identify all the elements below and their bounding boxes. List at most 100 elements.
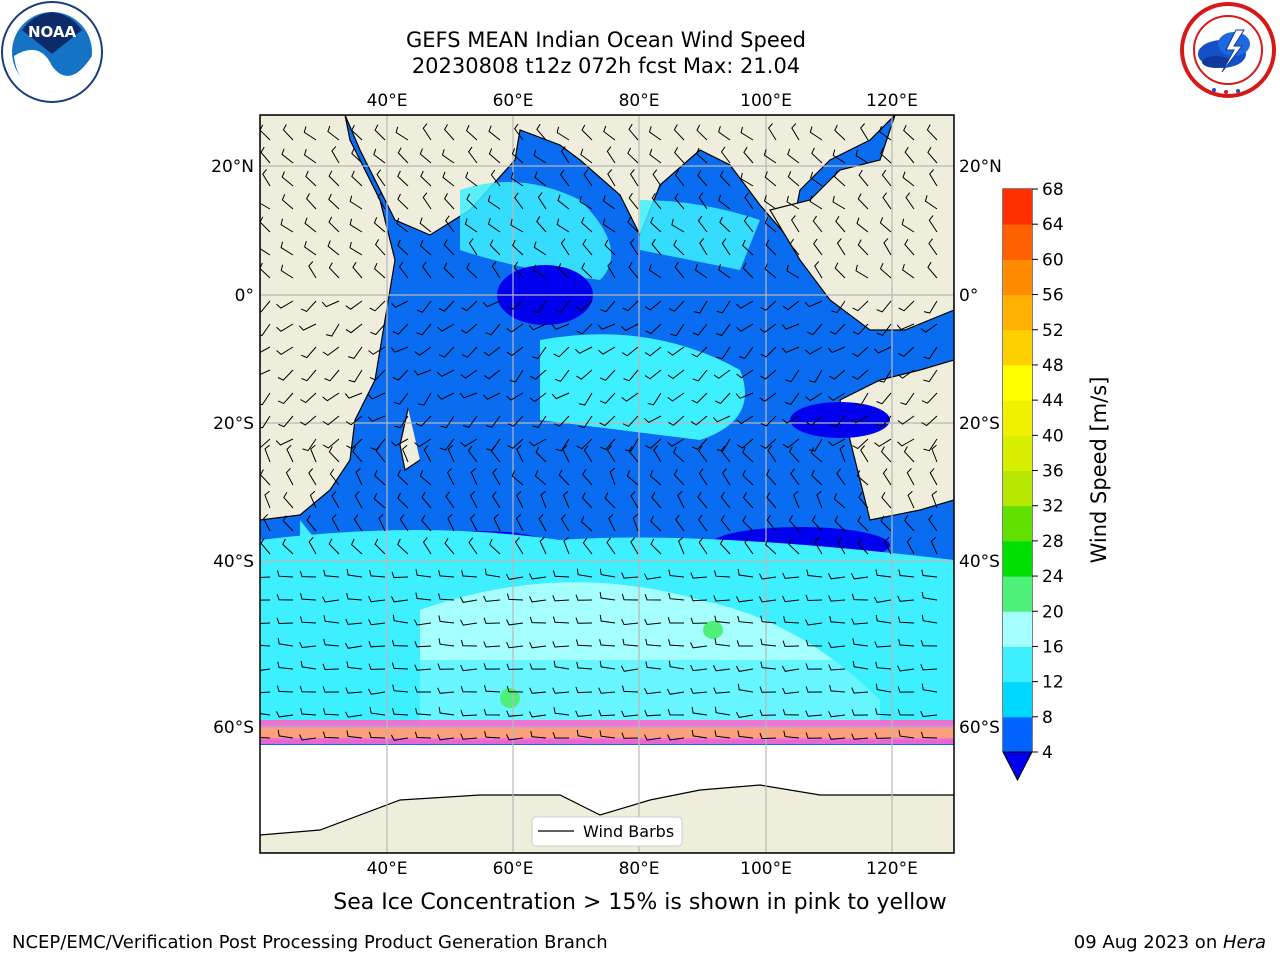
wind-barb	[299, 641, 317, 649]
wind-barb	[414, 664, 432, 671]
wind-barb	[827, 438, 846, 447]
wind-barb	[898, 730, 915, 739]
wind-barb	[378, 513, 386, 532]
wind-barb	[575, 617, 593, 624]
wind-barb	[582, 238, 593, 256]
wind-barb	[468, 537, 478, 555]
wind-barb	[879, 262, 892, 279]
wind-barb	[367, 688, 386, 695]
wind-barb	[344, 642, 363, 649]
wind-barb	[345, 415, 363, 426]
lon-tick-bottom: 60°E	[493, 859, 534, 879]
wind-barb	[300, 593, 317, 601]
wind-barb	[653, 445, 662, 463]
wind-barb	[260, 300, 271, 313]
wind-barb	[553, 660, 570, 670]
wind-barb	[437, 734, 455, 741]
wind-barb	[349, 218, 363, 233]
wind-barb	[353, 514, 363, 532]
wind-barb	[419, 217, 432, 233]
wind-barb	[851, 573, 869, 580]
wind-barb	[414, 686, 431, 693]
wind-barb	[506, 346, 524, 357]
wind-barb	[923, 369, 938, 383]
wind-barb	[833, 493, 846, 509]
wind-barb	[484, 685, 501, 693]
wind-barb	[905, 192, 915, 210]
wind-barb	[322, 392, 340, 402]
wind-barb	[674, 261, 685, 279]
wind-barb	[742, 446, 754, 463]
wind-barb	[260, 202, 271, 210]
wind-barb	[668, 639, 685, 647]
wind-barb	[552, 687, 570, 694]
wind-barb	[602, 218, 616, 233]
wind-barb	[581, 262, 593, 279]
wind-barb	[345, 323, 363, 334]
wind-barb	[441, 149, 455, 164]
wind-barb	[599, 730, 616, 739]
wind-barb	[805, 686, 823, 693]
wind-barb	[668, 660, 685, 670]
wind-barb	[534, 171, 547, 187]
sea-ice-caption: Sea Ice Concentration > 15% is shown in …	[333, 890, 947, 915]
wind-barb	[460, 733, 478, 740]
wind-barb	[882, 192, 892, 210]
wind-barb	[898, 639, 915, 647]
wind-barb	[484, 568, 501, 578]
wind-barb	[415, 592, 432, 601]
wind-barb	[277, 369, 294, 381]
wind-barb	[667, 709, 685, 716]
wind-barb	[368, 731, 386, 739]
wind-barb	[301, 346, 317, 359]
wind-barb	[765, 469, 777, 486]
colorbar-label: Wind Speed [m/s]	[1087, 377, 1111, 564]
wind-barb	[644, 346, 662, 357]
wind-barb	[331, 491, 340, 509]
lon-tick-top: 80°E	[619, 91, 660, 111]
wind-barb	[876, 323, 892, 336]
wind-barb	[673, 147, 685, 164]
wind-barb	[599, 639, 616, 647]
wind-barb	[299, 685, 317, 693]
wind-barb	[782, 438, 800, 449]
wind-barb	[833, 171, 846, 187]
wind-barb	[805, 346, 823, 355]
wind-barb	[331, 146, 340, 164]
wind-barb	[464, 218, 478, 233]
wind-barb	[323, 638, 340, 647]
wind-barb	[438, 593, 455, 601]
colorbar-swatch	[1003, 400, 1032, 436]
wind-barb	[782, 708, 800, 716]
wind-barb	[673, 124, 685, 141]
colorbar-tick-label: 60	[1042, 250, 1064, 270]
colorbar-swatch	[1003, 716, 1032, 753]
wind-barb	[781, 346, 800, 354]
colorbar-tick-label: 20	[1042, 602, 1064, 622]
lon-tick-top: 120°E	[866, 91, 918, 111]
wind-barb	[875, 569, 892, 578]
wind-barb	[628, 261, 639, 279]
wind-barb	[736, 438, 754, 449]
wind-barb	[398, 261, 409, 279]
wind-barb	[445, 491, 455, 509]
wind-barb	[529, 711, 547, 718]
wind-barb	[690, 664, 708, 672]
lon-tick-bottom: 80°E	[619, 859, 660, 879]
wind-barb	[576, 729, 593, 739]
wind-barb	[552, 595, 570, 602]
wind-barb	[860, 445, 869, 463]
wind-barb	[920, 710, 938, 718]
wind-barb	[507, 415, 524, 427]
wind-barb	[621, 572, 639, 579]
wind-barb	[328, 193, 340, 210]
wind-barb	[759, 709, 777, 716]
wind-barb	[667, 346, 685, 356]
wind-barb	[419, 148, 432, 164]
wind-barb	[391, 662, 409, 670]
wind-barb	[852, 346, 869, 358]
wind-barb	[691, 707, 708, 716]
wind-barb	[553, 415, 570, 427]
wind-barb	[897, 369, 915, 379]
wind-barb	[530, 730, 547, 739]
